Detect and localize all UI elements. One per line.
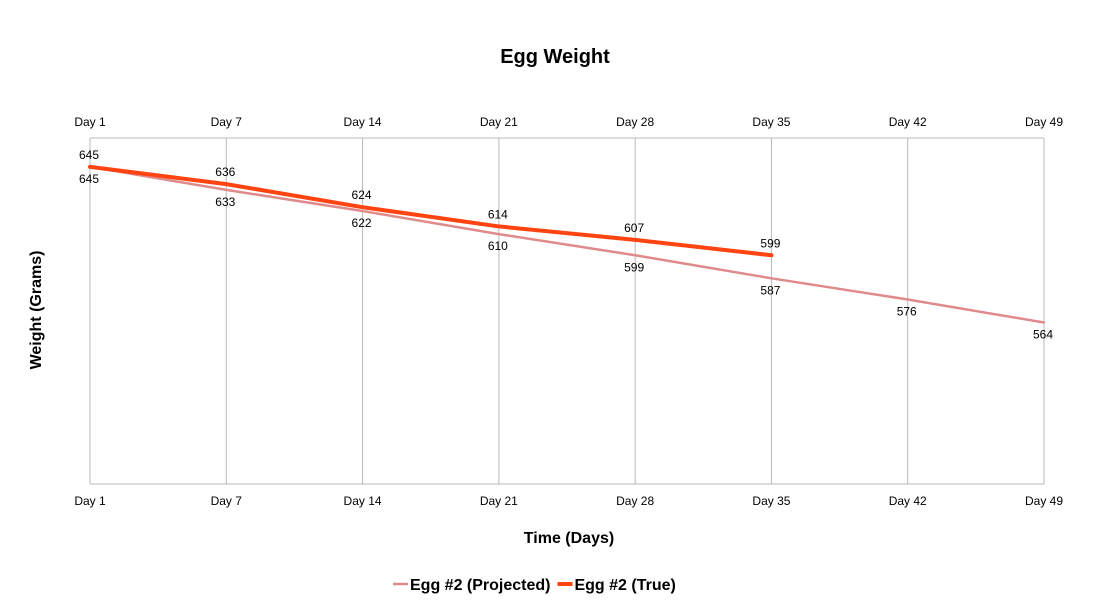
x-tick-label-bottom: Day 21	[480, 494, 518, 508]
data-labels: 645 633 622 610 599 587 576 564 645 636 624 614 607 5…	[79, 148, 1053, 342]
x-tick-label-bottom: Day 14	[344, 494, 382, 508]
data-label: 624	[352, 188, 372, 202]
data-label: 607	[624, 221, 644, 235]
x-tick-label-top: Day 21	[480, 115, 518, 129]
x-tick-label-bottom: Day 7	[211, 494, 243, 508]
data-label: 610	[488, 239, 508, 253]
x-tick-label-bottom: Day 35	[752, 494, 790, 508]
data-label: 564	[1033, 328, 1053, 342]
x-tick-label-top: Day 1	[74, 115, 106, 129]
x-axis-title: Time (Days)	[524, 530, 614, 547]
legend-label: Egg #2 (True)	[574, 577, 675, 594]
x-tick-label-top: Day 49	[1025, 115, 1063, 129]
x-tick-label-bottom: Day 1	[74, 494, 106, 508]
grid	[89, 137, 1045, 485]
data-label: 633	[215, 195, 235, 209]
series-line	[88, 165, 1046, 324]
data-label: 599	[624, 260, 644, 274]
series-lines	[88, 164, 1046, 324]
data-label: 645	[79, 172, 99, 186]
y-axis-title: Weight (Grams)	[28, 251, 45, 370]
x-tick-label-bottom: Day 49	[1025, 494, 1063, 508]
legend-label: Egg #2 (Projected)	[410, 577, 550, 594]
x-tick-label-top: Day 42	[889, 115, 927, 129]
data-label: 599	[760, 236, 780, 250]
x-tick-label-bottom: Day 28	[616, 494, 654, 508]
chart-title: Egg Weight	[500, 46, 610, 68]
data-label: 614	[488, 207, 508, 221]
tick-labels: Day 1 Day 1 Day 7 Day 7 Day 14 Day 14 Day 21 Da…	[74, 115, 1063, 508]
x-tick-label-top: Day 35	[752, 115, 790, 129]
series-line	[88, 164, 774, 258]
data-label: 576	[897, 304, 917, 318]
x-tick-label-top: Day 28	[616, 115, 654, 129]
data-label: 587	[760, 283, 780, 297]
x-tick-label-top: Day 7	[211, 115, 243, 129]
data-label: 645	[79, 148, 99, 162]
data-label: 622	[352, 216, 372, 230]
data-label: 636	[215, 165, 235, 179]
x-tick-label-top: Day 14	[344, 115, 382, 129]
x-tick-label-bottom: Day 42	[889, 494, 927, 508]
legend: Egg #2 (Projected) Egg #2 (True)	[393, 577, 676, 594]
